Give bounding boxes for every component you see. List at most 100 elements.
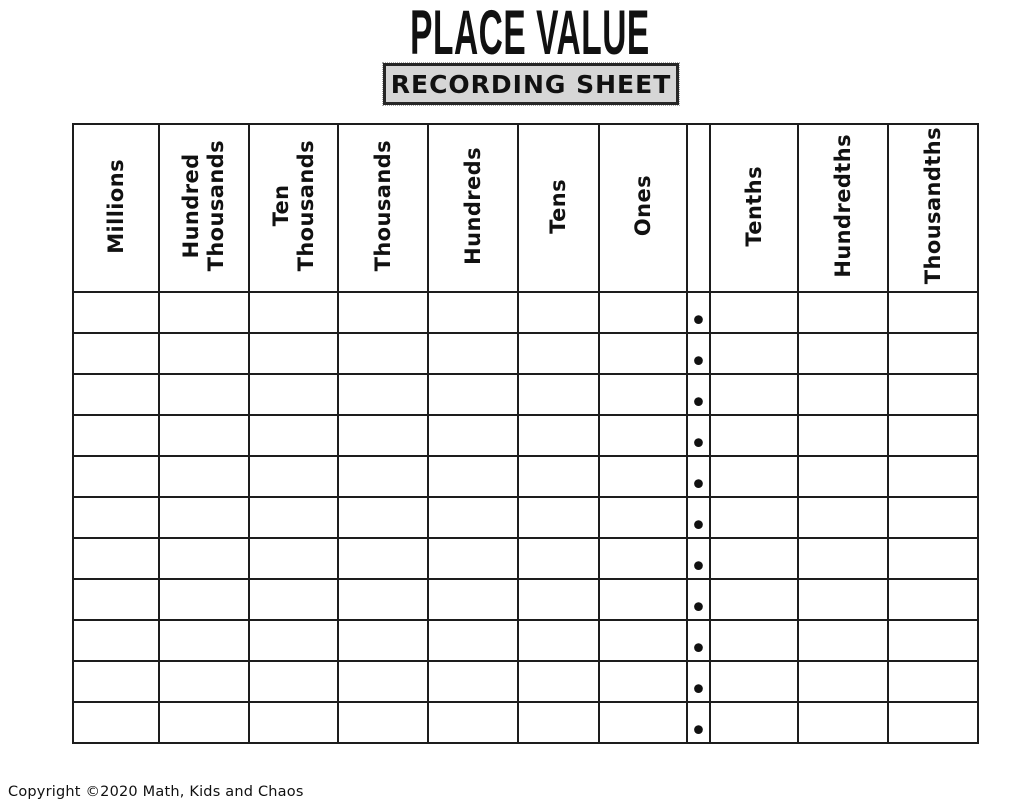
column-header-label-ten-thousands: Ten Thousands [268, 140, 318, 272]
cell-millions [72, 496, 160, 539]
cell-hundred-thousands [158, 578, 250, 621]
cell-tenths [709, 496, 799, 539]
decimal-point-cell: • [686, 537, 711, 585]
table-row: • [72, 455, 979, 503]
header-row: Millions Hundred Thousands Ten Thousands Th… [72, 123, 979, 293]
cell-hundreds [427, 496, 519, 539]
cell-hundredths [797, 619, 889, 662]
cell-ones [598, 660, 688, 703]
decimal-point-icon: • [689, 591, 708, 626]
column-header-label-millions: Millions [103, 158, 128, 254]
cell-hundreds [427, 660, 519, 703]
cell-tens [517, 291, 600, 334]
decimal-point-cell: • [686, 455, 711, 503]
cell-ones [598, 496, 688, 539]
cell-ones [598, 455, 688, 498]
table-row: • [72, 373, 979, 419]
column-header-tens: Tens [517, 123, 600, 293]
cell-hundredths [797, 291, 889, 334]
cell-thousandths [887, 414, 979, 457]
cell-millions [72, 537, 160, 580]
cell-tenths [709, 578, 799, 621]
cell-hundredths [797, 578, 889, 621]
cell-thousandths [887, 332, 979, 375]
decimal-point-cell: • [686, 332, 711, 378]
cell-thousands [337, 578, 429, 621]
table-row: • [72, 414, 979, 462]
cell-hundred-thousands [158, 332, 250, 375]
column-header-tenths: Tenths [709, 123, 799, 293]
cell-thousands [337, 496, 429, 539]
page-title: PLACE VALUE [410, 0, 650, 69]
cell-hundredths [797, 701, 889, 744]
cell-thousandths [887, 701, 979, 744]
cell-hundreds [427, 291, 519, 334]
column-header-thousandths: Thousandths [887, 123, 979, 293]
cell-thousandths [887, 291, 979, 334]
decimal-point-icon: • [689, 714, 708, 749]
table-row: • [72, 537, 979, 585]
column-header-ten-thousands: Ten Thousands [248, 123, 339, 293]
cell-hundredths [797, 537, 889, 580]
table-row: • [72, 291, 979, 337]
decimal-point-cell: • [686, 373, 711, 419]
cell-tens [517, 496, 600, 539]
cell-tens [517, 455, 600, 498]
table-row: • [72, 332, 979, 378]
cell-ones [598, 537, 688, 580]
worksheet-header: PLACE VALUE [0, 0, 1024, 69]
decimal-point-cell: • [686, 578, 711, 626]
cell-thousandths [887, 373, 979, 416]
table-row: • [72, 578, 979, 626]
cell-hundreds [427, 414, 519, 457]
cell-ones [598, 414, 688, 457]
cell-thousands [337, 455, 429, 498]
cell-thousandths [887, 619, 979, 662]
decimal-point-icon: • [689, 550, 708, 585]
cell-thousands [337, 660, 429, 703]
cell-thousands [337, 619, 429, 662]
cell-millions [72, 373, 160, 416]
cell-ones [598, 619, 688, 662]
cell-hundredths [797, 332, 889, 375]
cell-tenths [709, 414, 799, 457]
cell-thousandths [887, 578, 979, 621]
cell-thousandths [887, 537, 979, 580]
cell-tens [517, 660, 600, 703]
decimal-point-cell: • [686, 291, 711, 337]
cell-millions [72, 578, 160, 621]
cell-thousandths [887, 496, 979, 539]
cell-millions [72, 414, 160, 457]
cell-millions [72, 455, 160, 498]
cell-hundredths [797, 373, 889, 416]
cell-tenths [709, 537, 799, 580]
decimal-point-icon: • [689, 468, 708, 503]
column-header-hundredths: Hundredths [797, 123, 889, 293]
cell-ten-thousands [248, 701, 339, 744]
cell-ones [598, 291, 688, 334]
column-header-label-hundreds: Hundreds [460, 147, 485, 265]
column-header-label-tenths: Tenths [741, 165, 766, 247]
cell-millions [72, 332, 160, 375]
decimal-point-cell: • [686, 496, 711, 542]
column-header-label-hundredths: Hundredths [830, 134, 855, 278]
decimal-point-icon: • [689, 427, 708, 462]
decimal-column-header [686, 123, 711, 293]
cell-ten-thousands [248, 496, 339, 539]
column-header-ones: Ones [598, 123, 688, 293]
cell-millions [72, 660, 160, 703]
cell-ten-thousands [248, 578, 339, 621]
cell-ones [598, 578, 688, 621]
decimal-point-cell: • [686, 701, 711, 749]
cell-hundred-thousands [158, 619, 250, 662]
decimal-point-cell: • [686, 619, 711, 665]
decimal-point-cell: • [686, 414, 711, 462]
cell-tens [517, 332, 600, 375]
cell-tenths [709, 373, 799, 416]
cell-ten-thousands [248, 332, 339, 375]
cell-ten-thousands [248, 291, 339, 334]
cell-thousands [337, 701, 429, 744]
cell-ten-thousands [248, 537, 339, 580]
cell-ten-thousands [248, 373, 339, 416]
column-header-label-hundred-thousands: Hundred Thousands [179, 140, 228, 272]
